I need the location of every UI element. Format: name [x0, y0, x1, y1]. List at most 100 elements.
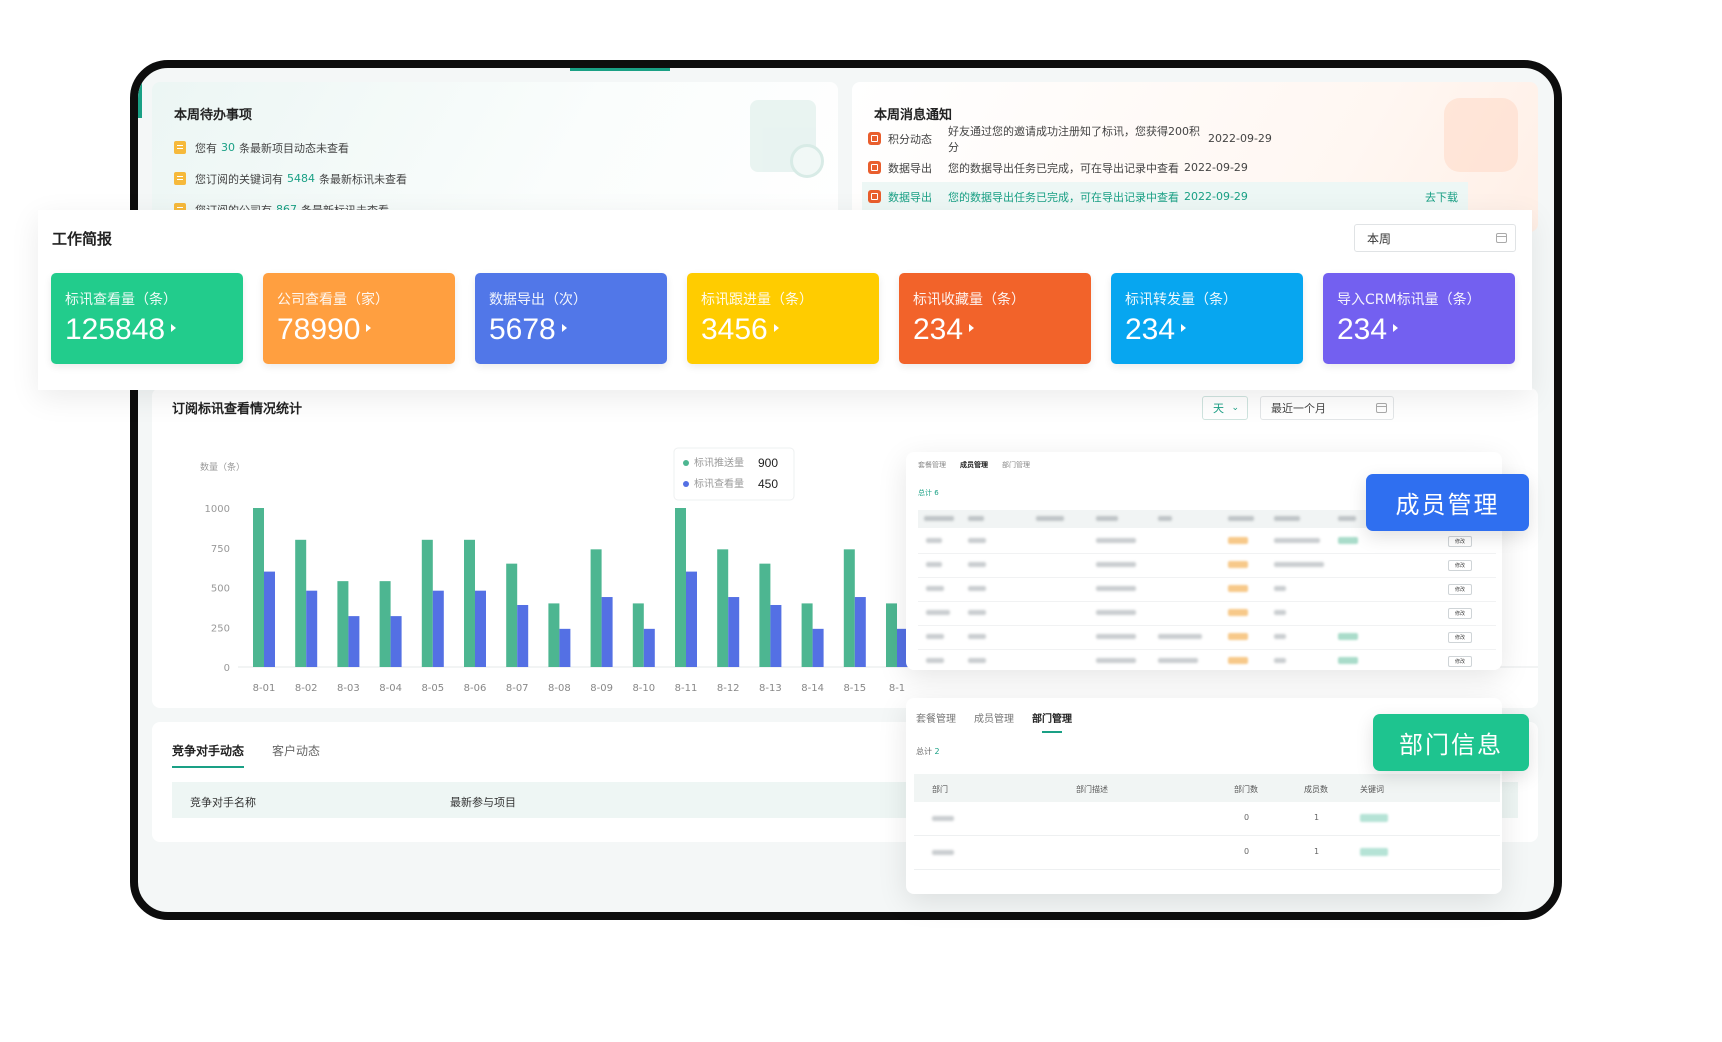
stat-number: 125848 — [65, 313, 166, 346]
header-blur — [1274, 516, 1300, 521]
cell-blur — [926, 538, 942, 543]
caret-right-icon — [366, 324, 372, 333]
role-tag — [1228, 585, 1248, 592]
tab-competitor-activity[interactable]: 竞争对手动态 — [172, 744, 245, 758]
cell-blur — [926, 634, 944, 639]
x-tick-label: 8-12 — [717, 683, 740, 694]
edit-button[interactable]: 修改 — [1448, 560, 1472, 571]
edit-button[interactable]: 修改 — [1448, 536, 1472, 547]
todo-item[interactable]: 您有 30 条最新项目动态未查看 — [174, 132, 407, 163]
notice-row[interactable]: 数据导出 您的数据导出任务已完成，可在导出记录中查看 2022-09-29 — [862, 153, 1468, 182]
todo-text: 条最新项目动态未查看 — [239, 141, 349, 155]
x-tick-label: 8-08 — [548, 683, 571, 694]
message-icon — [868, 161, 881, 174]
edit-button[interactable]: 修改 — [1448, 656, 1472, 667]
stat-number: 3456 — [701, 313, 768, 346]
cell-blur — [1096, 634, 1136, 639]
bar-view — [812, 628, 824, 667]
date-range-select[interactable]: 最近一个月 — [1260, 396, 1394, 420]
tab-members[interactable]: 成员管理 — [960, 461, 988, 469]
table-row: 修改 — [918, 530, 1496, 554]
tab-customer-activity[interactable]: 客户动态 — [272, 744, 321, 758]
period-select[interactable]: 本周 — [1354, 224, 1516, 252]
stat-card-data-exports[interactable]: 数据导出（次） 5678 — [475, 273, 667, 364]
bar-view — [686, 571, 697, 667]
cell-blur — [968, 610, 986, 615]
document-clock-icon — [750, 100, 824, 178]
notice-row[interactable]: 积分动态 好友通过您的邀请成功注册知了标讯，您获得200积分 2022-09-2… — [862, 124, 1468, 154]
notice-date: 2022-09-29 — [1208, 132, 1272, 145]
granularity-value: 天 — [1213, 402, 1224, 415]
side-indicator — [138, 78, 142, 118]
stat-card-forwards[interactable]: 标讯转发量（条） 234 — [1111, 273, 1303, 364]
x-tick-label: 8-02 — [295, 683, 318, 694]
column-subdept-count: 部门数 — [1234, 785, 1258, 794]
cell-blur — [1274, 562, 1324, 567]
column-description: 部门描述 — [1076, 785, 1108, 794]
edit-button[interactable]: 修改 — [1448, 608, 1472, 619]
y-tick-label: 500 — [211, 584, 230, 595]
calendar-icon — [1496, 233, 1507, 243]
edit-button[interactable]: 修改 — [1448, 584, 1472, 595]
table-row: 0 1 — [914, 836, 1500, 870]
x-tick-label: 8-04 — [379, 683, 402, 694]
stat-value: 234 — [913, 313, 975, 347]
bar-push — [379, 581, 391, 667]
column-competitor-name: 竞争对手名称 — [190, 796, 256, 809]
caret-right-icon — [969, 324, 975, 333]
column-department: 部门 — [932, 785, 948, 794]
bar-push — [759, 563, 771, 667]
cell-blur — [968, 658, 986, 663]
caret-right-icon — [1181, 324, 1187, 333]
edit-button[interactable]: 修改 — [1448, 632, 1472, 643]
cell-blur — [968, 562, 986, 567]
stat-value: 5678 — [489, 313, 567, 347]
total-value: 2 — [934, 747, 940, 756]
cell-blur — [1274, 538, 1320, 543]
cell-blur — [1158, 658, 1198, 663]
keyword-tag — [1338, 633, 1358, 640]
table-header — [918, 510, 1496, 528]
keyword-tag — [1360, 848, 1388, 856]
tab-departments[interactable]: 部门管理 — [1032, 710, 1072, 733]
tab-package[interactable]: 套餐管理 — [916, 714, 956, 725]
tab-members[interactable]: 成员管理 — [974, 714, 1014, 725]
todo-text: 您有 — [195, 141, 217, 155]
x-tick-label: 8-14 — [801, 683, 824, 694]
note-icon — [174, 172, 186, 185]
granularity-select[interactable]: 天 ⌄ — [1202, 396, 1248, 420]
header-blur — [1096, 516, 1118, 521]
chart-tooltip — [673, 447, 795, 501]
todo-count: 30 — [221, 141, 235, 154]
stat-value: 234 — [1337, 313, 1399, 347]
cell-blur — [1274, 658, 1286, 663]
role-tag — [1228, 561, 1248, 568]
tab-departments[interactable]: 部门管理 — [1002, 461, 1030, 469]
tooltip-dot — [683, 460, 689, 466]
download-link[interactable]: 去下载 — [1425, 190, 1458, 204]
cell-blur — [1096, 538, 1136, 543]
message-icon — [868, 132, 881, 145]
notice-title: 本周消息通知 — [874, 108, 953, 123]
header-blur — [1036, 516, 1064, 521]
tooltip-value: 450 — [758, 477, 778, 491]
tab-package[interactable]: 套餐管理 — [918, 461, 946, 469]
period-value: 本周 — [1367, 231, 1392, 246]
cell-blur — [1096, 610, 1136, 615]
todo-item[interactable]: 您订阅的关键词有 5484 条最新标讯未查看 — [174, 163, 407, 194]
bar-view — [475, 590, 486, 667]
table-header: 部门 部门描述 部门数 成员数 关键词 — [914, 774, 1500, 802]
notice-row[interactable]: 数据导出 您的数据导出任务已完成，可在导出记录中查看 2022-09-29 去下… — [862, 182, 1468, 211]
bar-push — [632, 603, 644, 667]
table-row: 修改 — [918, 554, 1496, 578]
stat-value: 78990 — [277, 313, 372, 347]
stat-card-company-views[interactable]: 公司查看量（家） 78990 — [263, 273, 455, 364]
stat-card-tender-views[interactable]: 标讯查看量（条） 125848 — [51, 273, 243, 364]
cell-blur — [932, 850, 954, 855]
calendar-icon — [1376, 403, 1387, 413]
todo-title: 本周待办事项 — [174, 108, 253, 123]
stat-card-follow-ups[interactable]: 标讯跟进量（条） 3456 — [687, 273, 879, 364]
stat-card-favorites[interactable]: 标讯收藏量（条） 234 — [899, 273, 1091, 364]
stat-card-crm-imports[interactable]: 导入CRM标讯量（条） 234 — [1323, 273, 1515, 364]
bar-view — [897, 628, 908, 667]
